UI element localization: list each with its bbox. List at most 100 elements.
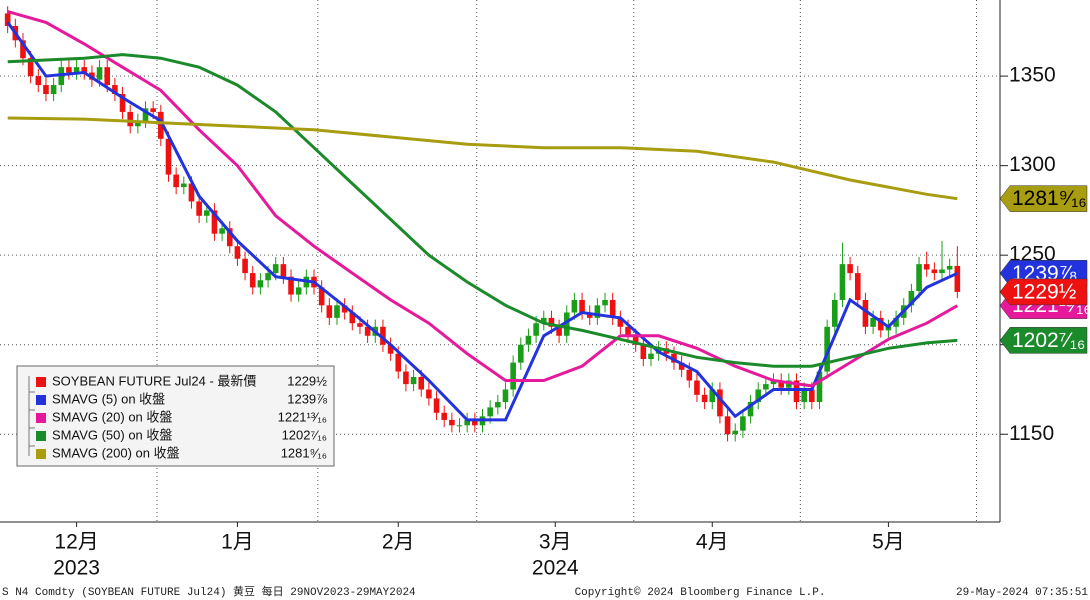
candle-body (295, 287, 302, 295)
candle-body (395, 353, 402, 372)
candle-body (648, 353, 654, 360)
candle-body (724, 416, 731, 435)
legend-box (16, 365, 335, 467)
candle-body (678, 362, 685, 370)
candle-body (778, 380, 784, 388)
legend-label: SMAVG (50) on 收盤 (52, 427, 172, 442)
candle-body (173, 174, 179, 188)
candle-body (73, 67, 80, 73)
price-tag-label: 1281⁹⁄₁₆ (1012, 187, 1087, 210)
candle-body (104, 67, 111, 86)
candle-body (602, 299, 608, 306)
price-tag-label: 1229½ (1012, 280, 1076, 303)
candle-body (495, 402, 501, 408)
candle-body (96, 67, 103, 80)
candle-body (717, 389, 723, 417)
candle-body (433, 398, 440, 413)
candle-body (694, 380, 700, 395)
candle-body (533, 323, 539, 336)
candle-body (617, 317, 624, 327)
candle-body (288, 276, 294, 295)
candle-body (793, 380, 800, 403)
x-tick-label: 4月 (696, 531, 729, 554)
legend-swatch (36, 377, 46, 387)
candle-body (441, 412, 448, 420)
candle-body (709, 389, 716, 403)
candle-body (586, 312, 593, 318)
candle-body (801, 389, 807, 403)
candle-body (954, 265, 961, 292)
candle-body (755, 389, 762, 403)
candle-body (257, 280, 264, 288)
candle-body (387, 344, 394, 354)
candle-body (135, 120, 141, 127)
candle-body (946, 265, 953, 270)
legend-swatch (36, 413, 46, 423)
candle-body (594, 305, 601, 318)
candle-body (127, 111, 133, 127)
candle-body (632, 335, 639, 345)
candle-body (318, 287, 325, 306)
legend-label: SMAVG (20) on 收盤 (52, 409, 172, 424)
price-tag-label: 1202⁷⁄₁₆ (1012, 329, 1085, 352)
candle-body (418, 376, 425, 390)
candle-body (357, 323, 363, 327)
legend-value: 1202⁷⁄₁₆ (282, 427, 327, 442)
candle-body (747, 402, 754, 417)
candle-body (563, 312, 570, 336)
candle-body (510, 362, 516, 390)
y-tick-label: 1300 (1009, 153, 1056, 176)
footer-left: S N4 Comdty (SOYBEAN FUTURE Jul24) 黄豆 每日… (2, 584, 416, 599)
candle-body (27, 58, 34, 77)
candle-body (349, 312, 356, 324)
candle-body (916, 264, 922, 291)
price-tag (999, 278, 1088, 306)
candle-body (640, 344, 647, 360)
candle-body (234, 246, 241, 259)
candle-body (456, 425, 463, 427)
x-tick-label: 12月 (54, 531, 98, 554)
candle-body (150, 108, 156, 112)
candle-body (165, 138, 172, 175)
candle-body (839, 264, 846, 300)
candle-body (877, 317, 884, 331)
candle-body (502, 389, 509, 403)
legend-swatch (36, 449, 46, 459)
candle-body (188, 183, 195, 202)
price-tag (999, 327, 1088, 354)
candle-body (219, 228, 225, 234)
candle-body (548, 317, 555, 327)
x-tick-label: 5月 (872, 531, 905, 554)
candle-body (740, 416, 746, 431)
candle-body (893, 317, 899, 327)
candle-body (249, 273, 256, 288)
candle-body (816, 371, 823, 403)
candle-body (43, 85, 49, 95)
candle-body (579, 299, 585, 313)
candle-body (908, 290, 915, 306)
candle-body (832, 299, 838, 327)
legend-swatch (36, 431, 46, 441)
candle-body (556, 326, 562, 336)
candle-body (265, 273, 271, 281)
candle-body (686, 369, 693, 381)
candle-body (20, 40, 26, 59)
candle-body (862, 299, 869, 327)
y-tick-label: 1250 (1009, 243, 1056, 266)
legend-value: 1229½ (287, 373, 327, 388)
candle-body (142, 108, 149, 121)
legend-label: SMAVG (200) on 收盤 (52, 445, 180, 460)
y-tick-label: 1350 (1009, 64, 1056, 87)
candle-body (326, 305, 333, 318)
candle-body (939, 269, 945, 274)
candle-body (403, 371, 409, 385)
candle-body (158, 111, 164, 139)
candle-body (211, 210, 218, 234)
candle-body (540, 317, 547, 324)
candle-body (4, 13, 11, 26)
candle-body (280, 264, 287, 277)
candle-body (226, 228, 233, 247)
legend-label: SOYBEAN FUTURE Jul24 - 最新價 (52, 373, 256, 388)
